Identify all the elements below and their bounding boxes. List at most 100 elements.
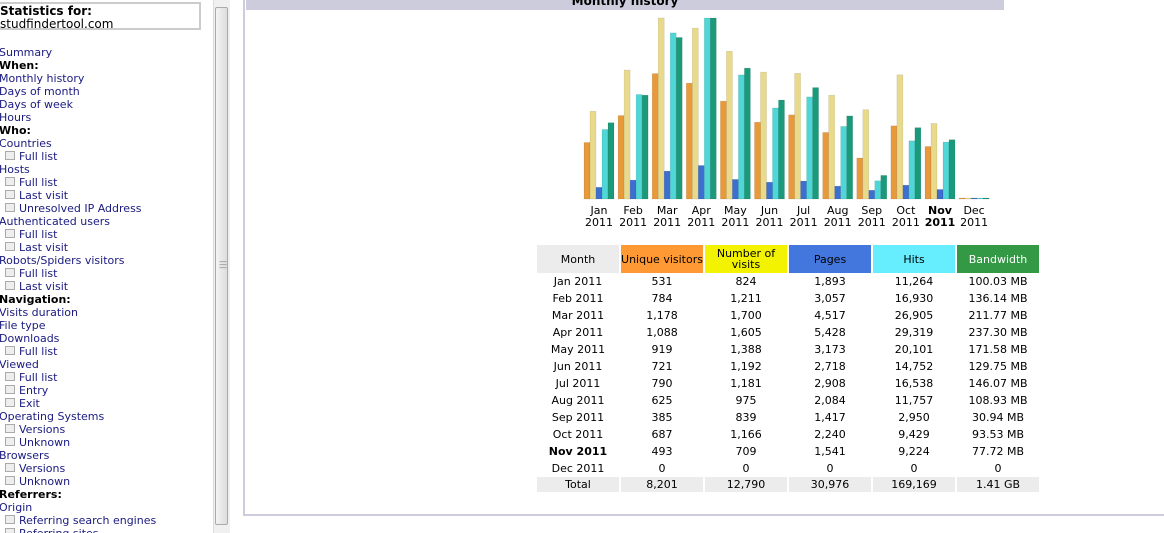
value-cell: 2,240 bbox=[814, 428, 846, 441]
value-cell: 20,101 bbox=[894, 343, 934, 356]
menu-subitem[interactable]: Entry bbox=[0, 384, 156, 397]
x-tick-month: May bbox=[724, 204, 747, 217]
month-cell: Jan 2011 bbox=[553, 275, 603, 288]
menu-label: Exit bbox=[19, 397, 40, 410]
total-row: Total 8,201 12,790 30,976 169,169 1.41 GB bbox=[537, 477, 1039, 492]
value-cell: 824 bbox=[735, 275, 757, 288]
bar-unique bbox=[924, 146, 932, 200]
menu-subitem[interactable]: Referring search engines bbox=[0, 514, 156, 527]
bar-pages bbox=[834, 185, 841, 200]
menu-item[interactable]: Browsers bbox=[0, 449, 156, 462]
menu-item[interactable]: Days of month bbox=[0, 85, 156, 98]
menu-item[interactable]: Monthly history bbox=[0, 72, 156, 85]
value-cell: 784 bbox=[651, 292, 673, 305]
menu-item[interactable]: Operating Systems bbox=[0, 410, 156, 423]
menu-subitem[interactable]: Last visit bbox=[0, 189, 156, 202]
value-cell: 146.07 MB bbox=[968, 377, 1028, 390]
menu-label: Countries bbox=[0, 137, 52, 150]
menu-label: Full list bbox=[19, 228, 58, 241]
bar-bandwidth_mb bbox=[812, 87, 819, 200]
month-cell: Oct 2011 bbox=[552, 428, 604, 441]
value-cell: 919 bbox=[651, 343, 673, 356]
x-tick-month: Jun bbox=[760, 204, 778, 217]
month-cell: Jul 2011 bbox=[555, 377, 601, 390]
subitem-icon bbox=[5, 229, 15, 238]
menu-item[interactable]: Hosts bbox=[0, 163, 156, 176]
subitem-icon bbox=[5, 346, 15, 355]
menu-subitem[interactable]: Full list bbox=[0, 371, 156, 384]
monthly-history-chart: Jan2011Feb2011Mar2011Apr2011May2011Jun20… bbox=[583, 17, 990, 229]
sidebar-scrollbar[interactable]: — — — bbox=[213, 0, 230, 533]
menu-label: Visits duration bbox=[0, 306, 78, 319]
table-row: Jun 2011 721 1,192 2,718 14,752 129.75 MB bbox=[537, 358, 1039, 375]
bar-pages bbox=[595, 187, 603, 200]
menu-subitem[interactable]: Full list bbox=[0, 345, 156, 358]
menu-item[interactable]: Viewed bbox=[0, 358, 156, 371]
subitem-icon bbox=[5, 385, 15, 394]
value-cell: 136.14 MB bbox=[968, 292, 1028, 305]
menu-item[interactable]: Visits duration bbox=[0, 306, 156, 319]
value-cell: 709 bbox=[735, 445, 757, 458]
menu-subitem[interactable]: Versions bbox=[0, 462, 156, 475]
menu-subitem[interactable]: Exit bbox=[0, 397, 156, 410]
menu-item[interactable]: Authenticated users bbox=[0, 215, 156, 228]
bar-pages bbox=[800, 180, 807, 200]
bar-pages bbox=[868, 190, 876, 200]
month-cell: Mar 2011 bbox=[551, 309, 605, 322]
subitem-icon bbox=[5, 203, 15, 212]
value-cell: 1,700 bbox=[730, 309, 762, 322]
menu-item[interactable]: Days of week bbox=[0, 98, 156, 111]
menu-subitem[interactable]: Full list bbox=[0, 176, 156, 189]
menu-item[interactable]: File type bbox=[0, 319, 156, 332]
bar-unique bbox=[686, 82, 693, 200]
x-tick-month: Jul bbox=[796, 204, 810, 217]
menu-subitem[interactable]: Full list bbox=[0, 267, 156, 280]
menu-item[interactable]: Downloads bbox=[0, 332, 156, 345]
value-cell: 3,173 bbox=[814, 343, 846, 356]
x-tick-month: Jan bbox=[590, 204, 608, 217]
value-cell: 625 bbox=[651, 394, 673, 407]
bar-hits bbox=[806, 96, 813, 200]
menu-item[interactable]: Origin bbox=[0, 501, 156, 514]
menu-subitem[interactable]: Referring sites bbox=[0, 527, 156, 533]
bar-unique bbox=[583, 142, 591, 200]
menu-subitem[interactable]: Unresolved IP Address bbox=[0, 202, 156, 215]
scrollbar-thumb[interactable]: — — — bbox=[215, 7, 228, 525]
column-header: Unique visitors bbox=[621, 245, 703, 273]
menu-item[interactable]: Robots/Spiders visitors bbox=[0, 254, 156, 267]
menu-item[interactable]: Countries bbox=[0, 137, 156, 150]
menu-subitem[interactable]: Unknown bbox=[0, 436, 156, 449]
menu-label: Full list bbox=[19, 267, 58, 280]
menu-label: Full list bbox=[19, 150, 58, 163]
value-cell: 2,950 bbox=[898, 411, 930, 424]
menu-item[interactable]: Hours bbox=[0, 111, 156, 124]
menu-label: Last visit bbox=[19, 280, 69, 293]
value-cell: 16,930 bbox=[894, 292, 934, 305]
menu-subitem[interactable]: Unknown bbox=[0, 475, 156, 488]
menu-subitem[interactable]: Full list bbox=[0, 228, 156, 241]
subitem-icon bbox=[5, 268, 15, 277]
table-row: Jan 2011 531 824 1,893 11,264 100.03 MB bbox=[537, 273, 1039, 290]
menu-label: Robots/Spiders visitors bbox=[0, 254, 125, 267]
month-cell: Aug 2011 bbox=[551, 394, 605, 407]
menu-label: Last visit bbox=[19, 189, 69, 202]
subitem-icon bbox=[5, 476, 15, 485]
subitem-icon bbox=[5, 515, 15, 524]
bar-bandwidth_mb bbox=[675, 37, 683, 200]
total-cell: Total bbox=[537, 477, 619, 492]
menu-subitem[interactable]: Last visit bbox=[0, 241, 156, 254]
bar-hits bbox=[772, 107, 779, 200]
value-cell: 0 bbox=[742, 462, 750, 475]
x-tick-month: Aug bbox=[827, 204, 848, 217]
x-tick-month: Sep bbox=[861, 204, 882, 217]
value-cell: 721 bbox=[651, 360, 673, 373]
menu-subitem[interactable]: Last visit bbox=[0, 280, 156, 293]
menu-subitem[interactable]: Versions bbox=[0, 423, 156, 436]
menu-label: Authenticated users bbox=[0, 215, 110, 228]
menu-subitem[interactable]: Full list bbox=[0, 150, 156, 163]
menu-label: Unknown bbox=[19, 475, 71, 488]
menu-item[interactable]: Summary bbox=[0, 46, 156, 59]
total-cell: 8,201 bbox=[621, 477, 703, 492]
value-cell: 1,417 bbox=[814, 411, 846, 424]
value-cell: 29,319 bbox=[894, 326, 934, 339]
